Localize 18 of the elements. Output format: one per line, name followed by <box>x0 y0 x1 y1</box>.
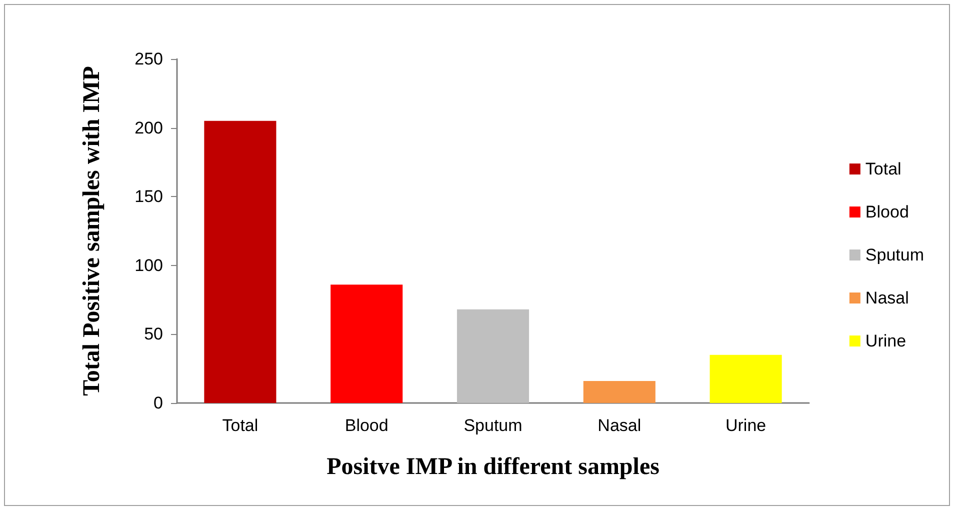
y-tick-label: 250 <box>134 50 163 68</box>
x-tick-label: Nasal <box>598 416 642 435</box>
y-axis-title: Total Positive samples with IMP <box>79 66 105 396</box>
y-tick-label: 200 <box>134 118 163 138</box>
legend-label: Blood <box>865 202 909 222</box>
legend-label: Total <box>865 160 902 178</box>
x-tick-label: Urine <box>725 416 766 435</box>
y-tick-label: 0 <box>154 394 163 412</box>
x-tick-label: Blood <box>344 416 388 435</box>
x-axis-title: Positve IMP in different samples <box>326 454 660 480</box>
x-tick-label: Sputum <box>464 416 522 435</box>
legend-label: Nasal <box>865 288 909 308</box>
y-tick-label: 100 <box>134 256 163 275</box>
legend-label: Urine <box>865 332 906 350</box>
y-tick-label: 50 <box>144 324 163 344</box>
x-tick-label: Total <box>222 416 258 435</box>
legend-label: Sputum <box>865 246 924 264</box>
y-tick-label: 150 <box>134 187 163 206</box>
